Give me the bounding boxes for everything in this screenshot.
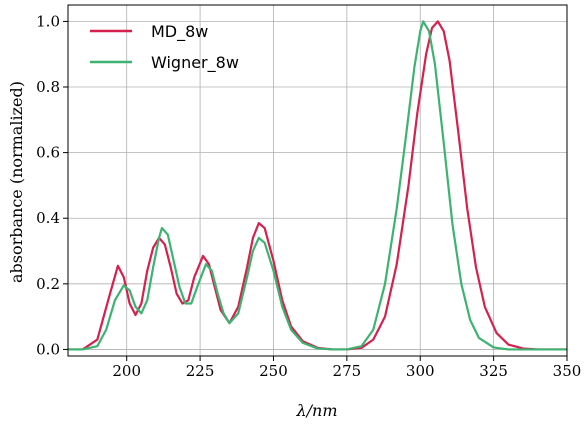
x-axis-label: λ/nm	[295, 401, 337, 420]
y-axis-label: absorbance (normalized)	[7, 81, 26, 283]
x-tick-label: 350	[553, 362, 582, 380]
grid	[68, 5, 568, 356]
x-tick-label: 300	[406, 362, 435, 380]
y-tick-label: 0.2	[36, 275, 60, 293]
y-axis: 0.0 0.2 0.4 0.6 0.8 1.0	[36, 12, 68, 358]
legend: MD_8w Wigner_8w	[90, 22, 239, 73]
series-layer	[68, 20, 567, 351]
x-tick-label: 250	[259, 362, 288, 380]
y-tick-label: 0.0	[36, 340, 60, 358]
y-tick-label: 1.0	[36, 12, 60, 30]
y-tick-label: 0.6	[36, 144, 60, 162]
x-axis: 200 225 250 275 300 325 350	[112, 356, 581, 380]
x-tick-label: 225	[186, 362, 215, 380]
x-tick-label: 325	[479, 362, 508, 380]
x-tick-label: 275	[333, 362, 362, 380]
series-line-wigner-8w	[68, 20, 567, 351]
y-tick-label: 0.4	[36, 209, 60, 227]
legend-label: MD_8w	[151, 22, 208, 42]
plot-frame	[67, 4, 568, 357]
y-tick-label: 0.8	[36, 78, 60, 96]
x-tick-label: 200	[112, 362, 141, 380]
legend-label: Wigner_8w	[151, 53, 239, 73]
series-line-md-8w	[68, 20, 567, 351]
